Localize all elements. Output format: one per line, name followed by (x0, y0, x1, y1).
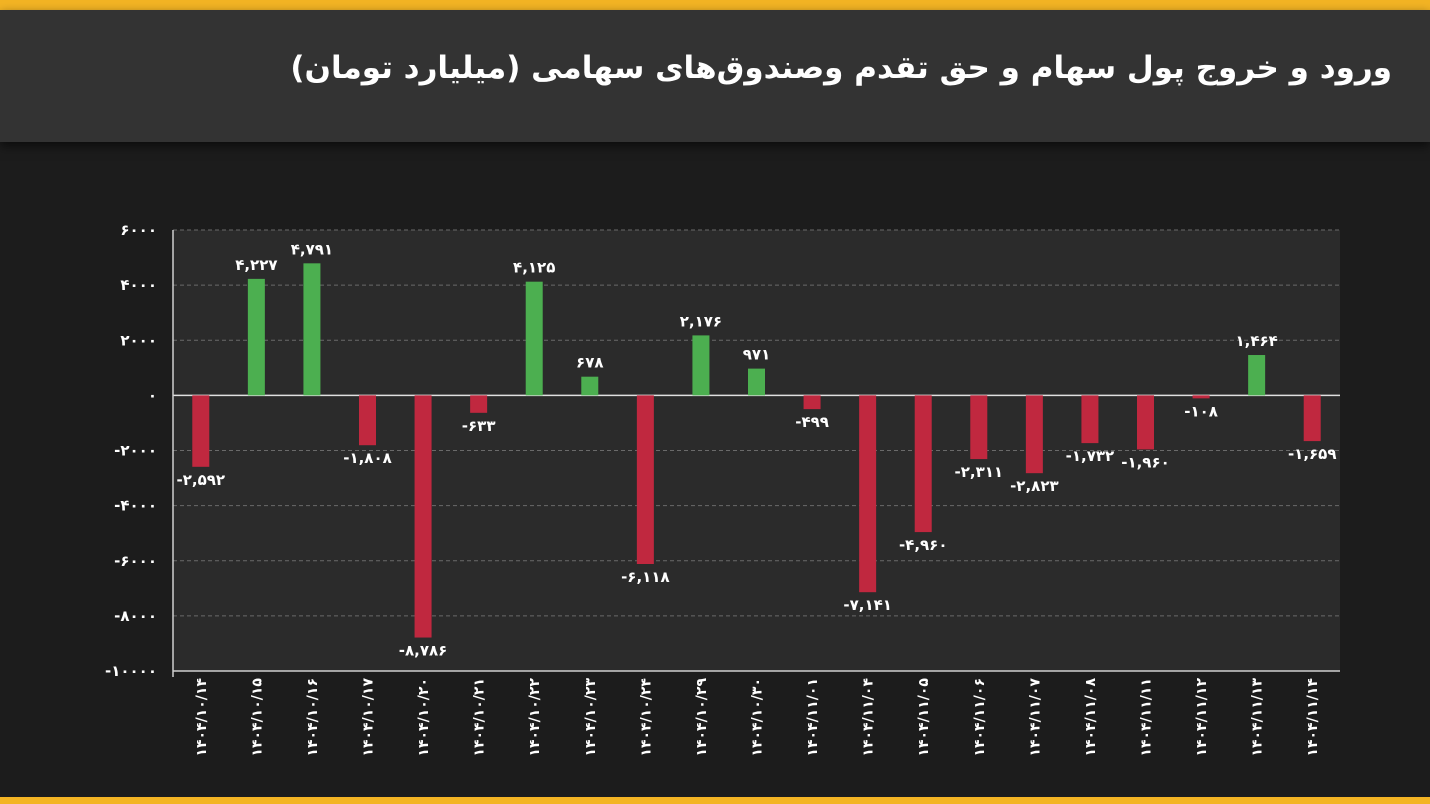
data-label: -۱۰۸ (1184, 402, 1218, 420)
chart-area: ۶۰۰۰ ۴۰۰۰ ۲۰۰۰ ۰ -۲۰۰۰ -۴۰۰۰ -۶۰۰۰ -۸۰۰۰ -۱۰۰۰۰ -… (0, 150, 1430, 797)
x-tick-label: ۱۴۰۴/۱۱/۰۱ (805, 678, 821, 757)
data-label: ۶۷۸ (576, 354, 603, 372)
data-label: -۷,۱۴۱ (843, 596, 892, 614)
x-tick-label: ۱۴۰۴/۱۰/۱۵ (249, 678, 265, 757)
bar (414, 395, 432, 638)
bottom-accent-bar (0, 797, 1430, 804)
x-tick-label: ۱۴۰۴/۱۰/۲۹ (694, 678, 710, 757)
x-tick-label: ۱۴۰۴/۱۰/۲۰ (416, 678, 432, 757)
y-tick-label: ۲۰۰۰ (120, 331, 157, 349)
data-label: ۹۷۱ (743, 346, 770, 364)
bar (1137, 395, 1154, 450)
data-label: ۲,۱۷۶ (680, 312, 722, 330)
data-label: ۴,۷۹۱ (291, 240, 333, 258)
data-label: ۴,۱۲۵ (513, 259, 555, 277)
y-tick-label: -۱۰۰۰۰ (105, 662, 157, 680)
x-tick-label: ۱۴۰۴/۱۰/۲۳ (583, 678, 599, 757)
bar (859, 395, 877, 593)
data-label: -۲,۳۱۱ (955, 463, 1004, 481)
bar (192, 395, 210, 467)
y-tick-label: -۶۰۰۰ (114, 552, 157, 570)
bar (303, 263, 321, 396)
bar (525, 281, 543, 396)
x-tick-label: ۱۴۰۴/۱۱/۰۶ (972, 678, 988, 757)
bar (692, 335, 710, 396)
y-tick-label: -۴۰۰۰ (114, 497, 157, 515)
y-tick-label: ۶۰۰۰ (120, 221, 157, 239)
data-label: -۱,۹۶۰ (1121, 453, 1170, 471)
data-label: -۶,۱۱۸ (621, 568, 670, 586)
x-tick-label: ۱۴۰۴/۱۰/۱۷ (361, 678, 377, 757)
x-tick-label: ۱۴۰۴/۱۰/۳۰ (750, 678, 766, 757)
bar (636, 395, 654, 565)
bar (247, 278, 265, 396)
x-tick-label: ۱۴۰۴/۱۱/۱۴ (1305, 678, 1321, 757)
y-tick-label: ۴۰۰۰ (120, 276, 157, 294)
bar (1192, 395, 1210, 399)
bar (1025, 395, 1043, 474)
data-label: ۱,۴۶۴ (1235, 332, 1277, 350)
bar (581, 376, 599, 396)
data-label: -۱,۶۵۹ (1288, 445, 1337, 463)
x-tick-label: ۱۴۰۴/۱۰/۱۶ (305, 678, 321, 757)
data-label: -۲,۸۲۳ (1010, 477, 1059, 495)
x-tick-label: ۱۴۰۴/۱۱/۱۱ (1139, 678, 1155, 757)
top-accent-bar (0, 0, 1430, 10)
x-tick-label: ۱۴۰۴/۱۰/۲۱ (472, 678, 488, 757)
data-label: ۴,۲۲۷ (235, 256, 277, 274)
bar (803, 395, 821, 410)
bar-chart: ۶۰۰۰ ۴۰۰۰ ۲۰۰۰ ۰ -۲۰۰۰ -۴۰۰۰ -۶۰۰۰ -۸۰۰۰ -۱۰۰۰۰ -… (105, 221, 1340, 757)
data-label: -۱,۸۰۸ (343, 449, 392, 467)
bar (748, 368, 765, 396)
x-tick-label: ۱۴۰۴/۱۱/۱۲ (1194, 678, 1210, 757)
bar (1081, 395, 1099, 444)
data-label: -۱,۷۳۲ (1066, 447, 1115, 465)
x-tick-label: ۱۴۰۴/۱۱/۱۳ (1250, 678, 1266, 757)
bar (914, 395, 932, 533)
x-tick-label: ۱۴۰۴/۱۱/۰۸ (1083, 678, 1099, 757)
data-label: -۲,۵۹۲ (177, 471, 226, 489)
x-tick-label: ۱۴۰۴/۱۱/۰۴ (861, 678, 877, 757)
x-tick-label: ۱۴۰۴/۱۱/۰۵ (916, 678, 932, 757)
data-label: -۶۳۳ (462, 417, 496, 435)
bar (359, 395, 376, 446)
bar (470, 395, 488, 413)
chart-title: ورود و خروج پول سهام و حق تقدم وصندوق‌ها… (290, 50, 1392, 86)
y-tick-label: ۰ (148, 386, 157, 404)
y-tick-label: -۸۰۰۰ (114, 607, 157, 625)
bar (1248, 355, 1266, 396)
header-panel: ورود و خروج پول سهام و حق تقدم وصندوق‌ها… (0, 10, 1430, 142)
x-tick-label: ۱۴۰۴/۱۱/۰۷ (1027, 678, 1043, 757)
bar (1303, 395, 1321, 442)
data-label: -۴۹۹ (795, 413, 829, 431)
x-tick-label: ۱۴۰۴/۱۰/۲۲ (527, 678, 543, 757)
y-tick-label: -۲۰۰۰ (114, 442, 157, 460)
bar (970, 395, 988, 460)
x-tick-label: ۱۴۰۴/۱۰/۱۴ (194, 678, 210, 757)
x-tick-label: ۱۴۰۴/۱۰/۲۴ (638, 678, 654, 757)
data-label: -۸,۷۸۶ (399, 642, 448, 660)
data-label: -۴,۹۶۰ (899, 536, 948, 554)
